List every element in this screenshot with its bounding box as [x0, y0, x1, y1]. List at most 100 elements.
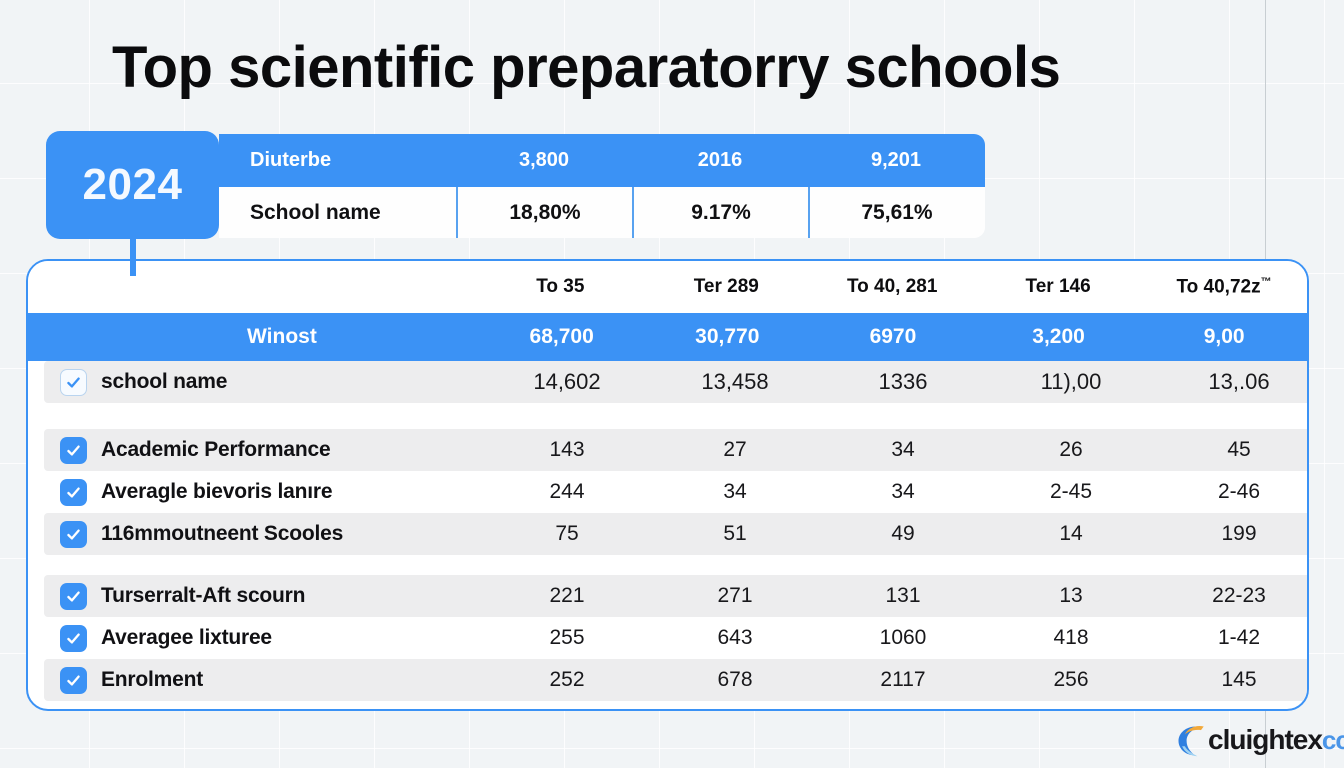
logo-swoosh-icon [1178, 726, 1204, 757]
row-value-2: 271 [717, 584, 753, 607]
table-row[interactable]: school name 14,602 13,458 1336 11),00 13… [44, 361, 1307, 403]
page-title: Top scientific preparatorry schools [112, 35, 1061, 100]
table-row[interactable]: Academic Performance 143 27 34 26 45 [44, 429, 1307, 471]
column-header-3: To 40, 281 [846, 276, 938, 297]
column-header-1: To 35 [536, 276, 585, 297]
checkbox-icon[interactable] [60, 520, 87, 548]
checkbox-icon[interactable] [60, 478, 87, 506]
row-group-spacer [28, 403, 1307, 429]
row-value-4: 256 [1053, 668, 1089, 691]
table-row[interactable]: Turserralt-Aft scourn 221 271 131 13 22-… [44, 575, 1307, 617]
summary-header-value-1: 3,800 [518, 149, 570, 171]
row-value-5: 2-46 [1217, 480, 1261, 503]
row-label-cell: school name [44, 368, 483, 396]
row-value-3: 49 [891, 522, 915, 545]
summary-body-value-1: 18,80% [456, 187, 632, 238]
row-value-5: 13,.06 [1208, 369, 1270, 394]
checkbox-icon[interactable] [60, 582, 87, 610]
logo-wordmark-suffix: cc [1321, 724, 1344, 755]
logo-wordmark: cluightex [1208, 724, 1323, 755]
year-badge-stem [130, 236, 136, 276]
row-value-1: 244 [549, 480, 585, 503]
row-value-4: 418 [1053, 626, 1089, 649]
row-label-cell: Enrolment [44, 666, 483, 694]
table-row[interactable]: Enrolment 252 678 2117 256 145 [44, 659, 1307, 701]
row-label-cell: Turserralt-Aft scourn [44, 582, 483, 610]
brand-logo: cluightex cc [1174, 722, 1344, 758]
row-value-1: 14,602 [533, 369, 601, 394]
row-value-3: 34 [891, 438, 915, 461]
row-value-1: 255 [549, 626, 585, 649]
summary-header-row: Diuterbe 3,800 2016 9,201 [219, 134, 985, 187]
table-row[interactable]: Averagle bievoris lanıre 244 34 34 2-45 … [44, 471, 1307, 513]
summary-header-value-3: 9,201 [870, 149, 922, 171]
summary-body-value-2: 9.17% [632, 187, 808, 238]
summary-header-label: Diuterbe [250, 149, 332, 171]
table-header-row: To 35 Ter 289 To 40, 281 Ter 146 To 40,7… [28, 261, 1307, 313]
table-row[interactable]: 116mmoutneent Scooles 75 51 49 14 199 [44, 513, 1307, 555]
row-value-2: 643 [717, 626, 753, 649]
row-value-4: 14 [1059, 522, 1083, 545]
checkbox-icon[interactable] [60, 368, 87, 396]
row-value-5: 1-42 [1217, 626, 1261, 649]
summary-panel: Diuterbe 3,800 2016 9,201 School name 18… [219, 134, 985, 238]
row-value-3: 1336 [878, 369, 928, 394]
trademark-mark: ™ [1260, 275, 1272, 288]
column-header-5-text: To 40,72z [1176, 276, 1261, 298]
row-value-3: 34 [891, 480, 915, 503]
summary-body-label: School name [250, 200, 381, 224]
checkbox-icon[interactable] [60, 666, 87, 694]
row-value-5: 22-23 [1212, 584, 1266, 607]
row-label-cell: 116mmoutneent Scooles [44, 520, 483, 548]
row-group-spacer [28, 555, 1307, 575]
row-value-4: 2-45 [1049, 480, 1093, 503]
column-header-5: To 40,72z™ [1141, 276, 1307, 298]
summary-body-value-3: 75,61% [808, 187, 984, 238]
row-label: school name [101, 370, 228, 393]
row-value-2: 34 [723, 480, 747, 503]
row-label: Averagee lixturee [101, 626, 272, 649]
row-value-2: 51 [723, 522, 747, 545]
row-value-5: 45 [1227, 438, 1251, 461]
row-value-4: 11),00 [1040, 369, 1102, 394]
column-header-2: Ter 289 [693, 276, 759, 297]
row-value-5: 199 [1221, 522, 1257, 545]
summary-body-row: School name 18,80% 9.17% 75,61% [219, 187, 985, 238]
row-value-1: 75 [555, 522, 579, 545]
row-value-5: 145 [1221, 668, 1257, 691]
row-label-cell: Averagle bievoris lanıre [44, 478, 483, 506]
row-value-1: 221 [549, 584, 585, 607]
highlight-row-label: Winost [247, 325, 317, 348]
column-header-4: Ter 146 [1025, 276, 1091, 297]
row-value-3: 131 [885, 584, 921, 607]
row-value-3: 1060 [879, 626, 927, 649]
row-value-2: 13,458 [701, 369, 769, 394]
highlight-row-value-4: 3,200 [1032, 325, 1085, 348]
row-label: Academic Performance [101, 438, 331, 461]
row-value-1: 143 [549, 438, 585, 461]
row-value-1: 252 [549, 668, 585, 691]
row-value-3: 2117 [880, 668, 926, 691]
year-badge: 2024 [46, 131, 219, 239]
row-label: Turserralt-Aft scourn [101, 584, 306, 607]
main-table-card: To 35 Ter 289 To 40, 281 Ter 146 To 40,7… [26, 259, 1309, 711]
row-label-cell: Averagee lixturee [44, 624, 483, 652]
highlight-row-value-3: 6970 [869, 325, 917, 348]
row-value-2: 27 [723, 438, 747, 461]
row-value-2: 678 [717, 668, 753, 691]
checkbox-icon[interactable] [60, 436, 87, 464]
table-row[interactable]: Averagee lixturee 255 643 1060 418 1-42 [44, 617, 1307, 659]
row-value-4: 26 [1059, 438, 1083, 461]
year-badge-label: 2024 [82, 160, 183, 209]
highlight-row-value-1: 68,700 [529, 325, 594, 348]
summary-header-value-2: 2016 [697, 149, 743, 171]
highlight-row-value-2: 30,770 [695, 325, 760, 348]
highlight-row-value-5: 9,00 [1203, 325, 1245, 348]
row-label: Averagle bievoris lanıre [101, 480, 333, 503]
row-label: 116mmoutneent Scooles [101, 522, 344, 545]
row-label: Enrolment [101, 668, 204, 691]
table-highlight-row: Winost 68,700 30,770 6970 3,200 9,00 [28, 313, 1307, 361]
checkbox-icon[interactable] [60, 624, 87, 652]
row-value-4: 13 [1059, 584, 1083, 607]
row-label-cell: Academic Performance [44, 436, 483, 464]
